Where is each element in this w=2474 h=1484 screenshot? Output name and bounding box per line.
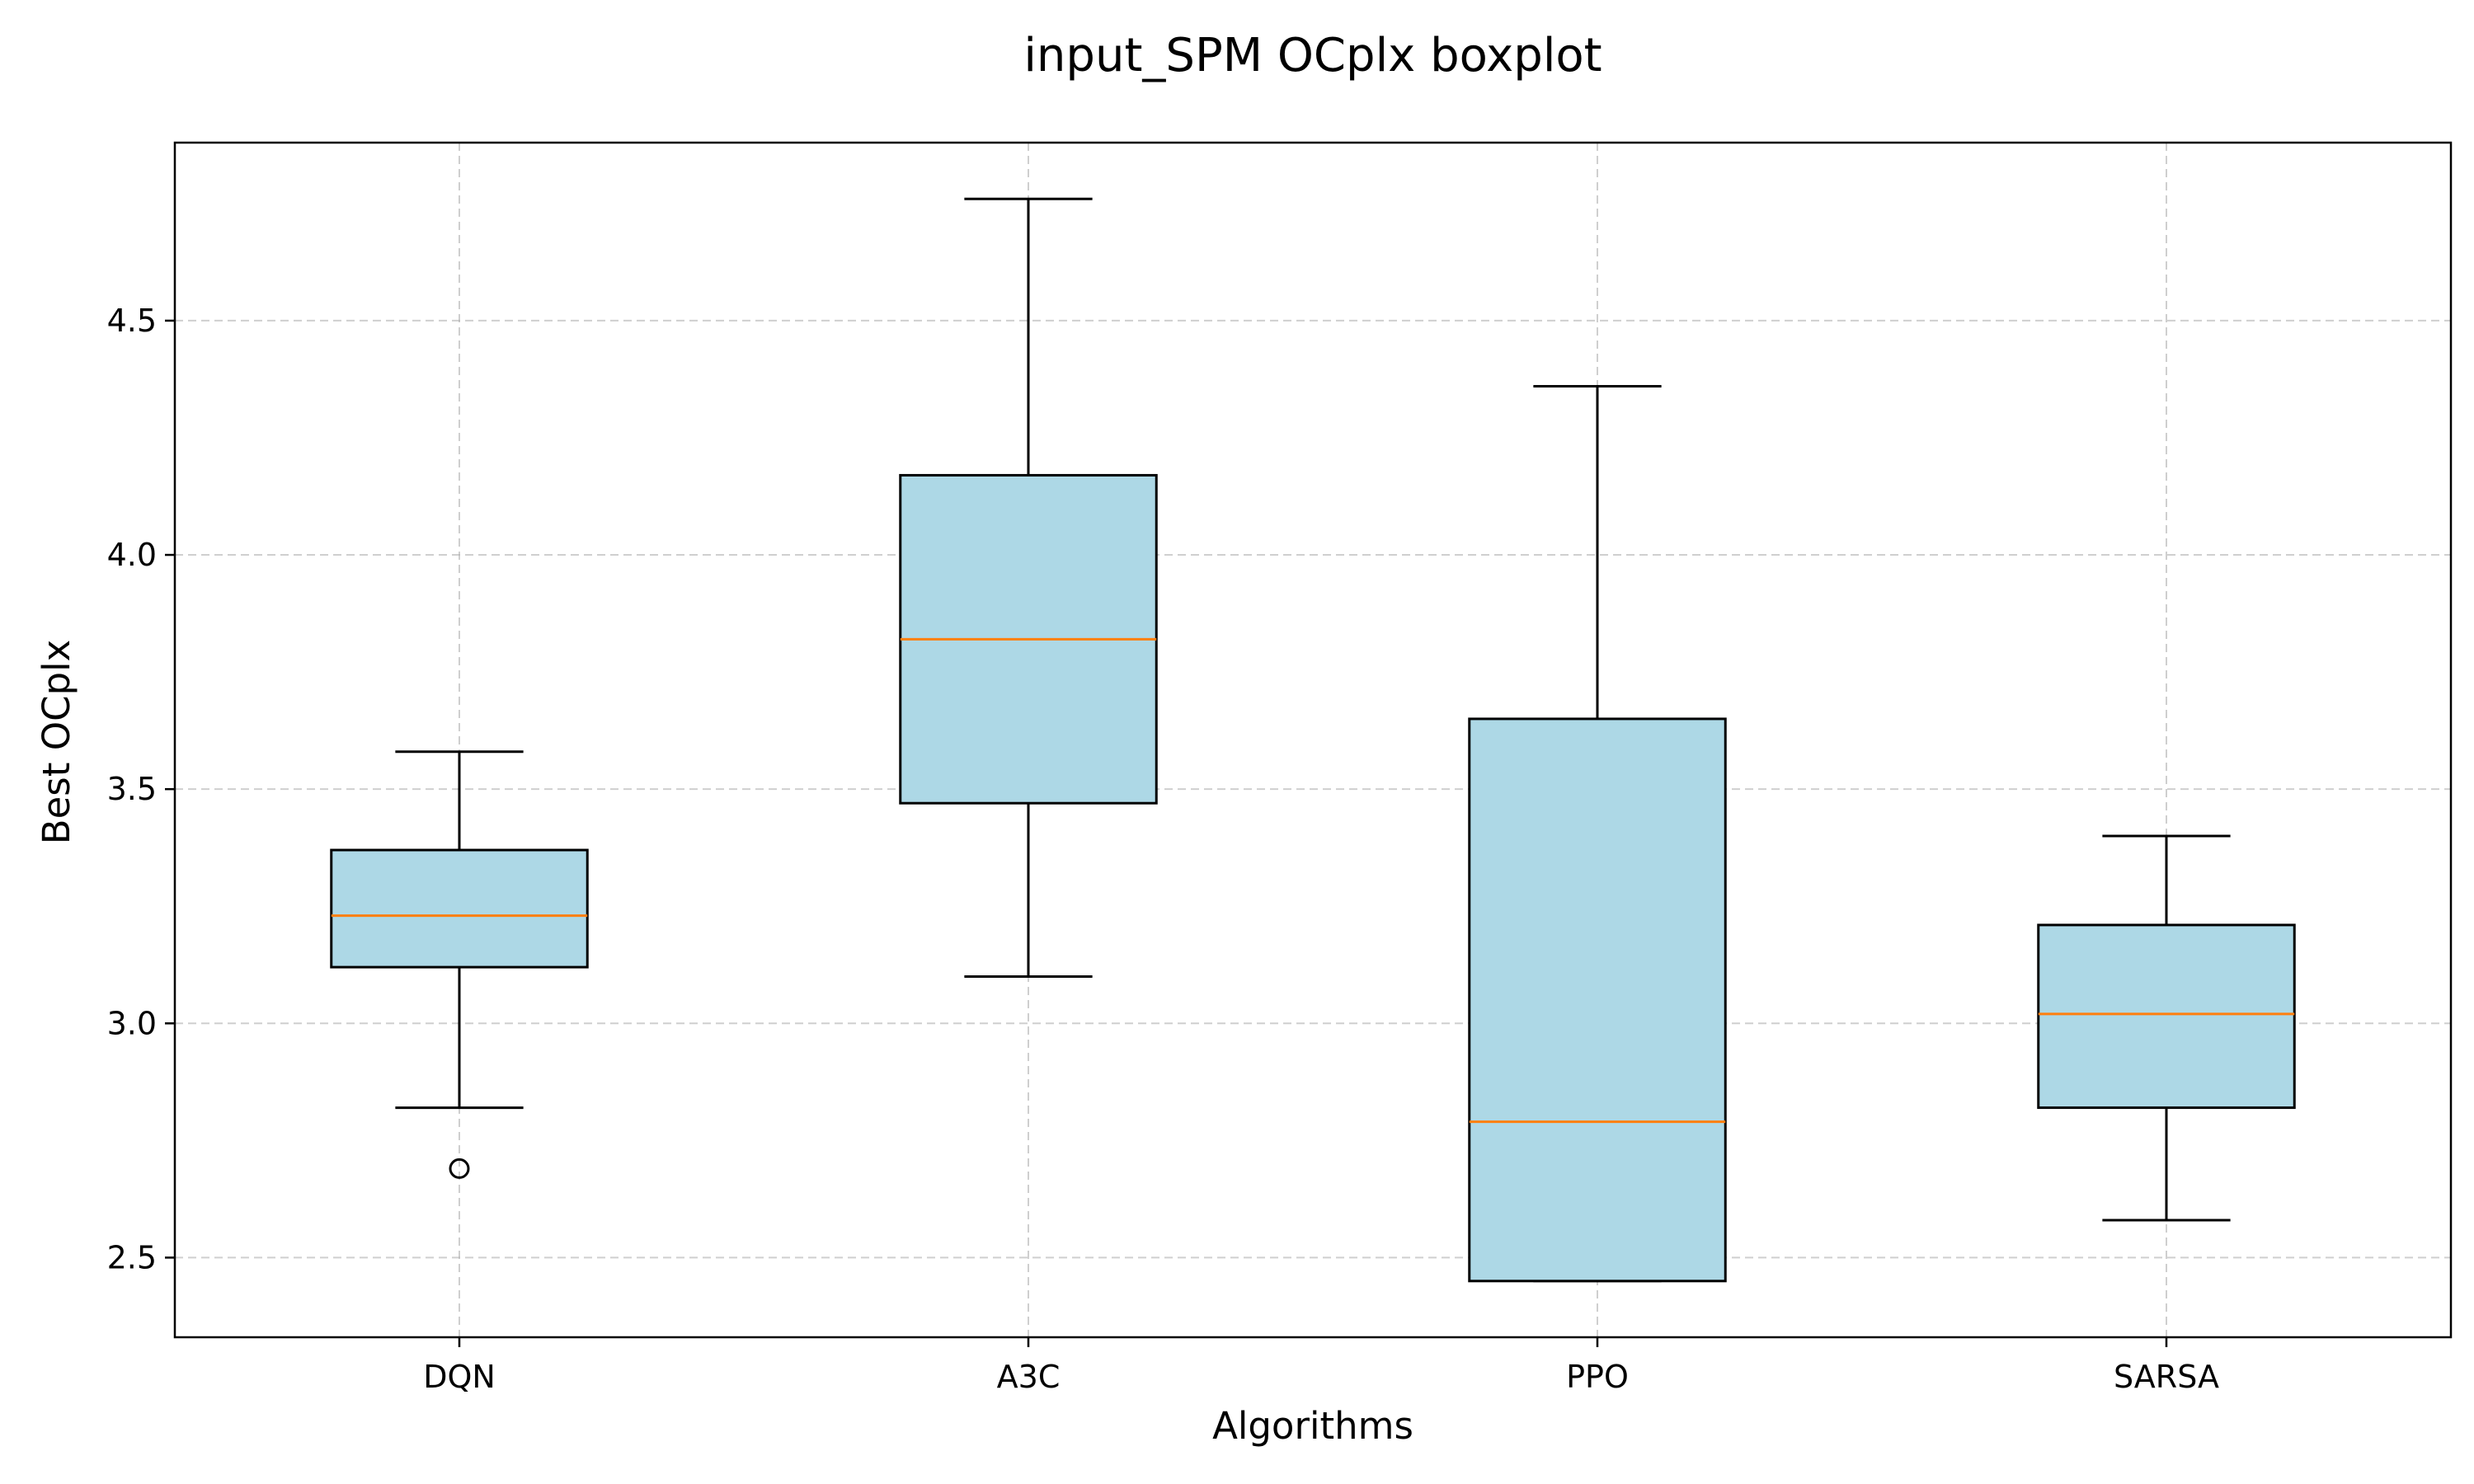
outlier-point: [449, 1158, 470, 1179]
plot-frame: [173, 141, 2453, 1339]
y-tick-label: 3.5: [107, 771, 157, 807]
y-tick-label: 4.0: [107, 537, 157, 573]
x-tick-label: SARSA: [2114, 1359, 2219, 1395]
tick-layer: 2.5 3.0 3.5 4.0 4.5 DQN A3C PPO SARSA: [107, 303, 2219, 1395]
y-tick-label: 2.5: [107, 1239, 157, 1275]
box-iqr: [1468, 717, 1727, 1283]
box-iqr: [330, 848, 589, 969]
box-layer: [330, 197, 2296, 1283]
y-axis-label: Best OCplx: [35, 640, 78, 845]
x-axis-label: Algorithms: [1212, 1404, 1413, 1448]
x-tick-label: A3C: [997, 1359, 1061, 1395]
grid-layer: [175, 143, 2451, 1337]
box-group-a3c: [899, 197, 1158, 978]
y-tick-label: 4.5: [107, 303, 157, 339]
chart-title: input_SPM OCplx boxplot: [1023, 29, 1602, 82]
x-tick-label: DQN: [423, 1359, 496, 1395]
box-iqr: [2037, 923, 2296, 1110]
box-group-ppo: [1468, 384, 1727, 1283]
box-group-dqn: [330, 750, 589, 1179]
box-group-sarsa: [2037, 834, 2296, 1222]
y-tick-label: 3.0: [107, 1005, 157, 1041]
x-tick-label: PPO: [1566, 1359, 1629, 1395]
